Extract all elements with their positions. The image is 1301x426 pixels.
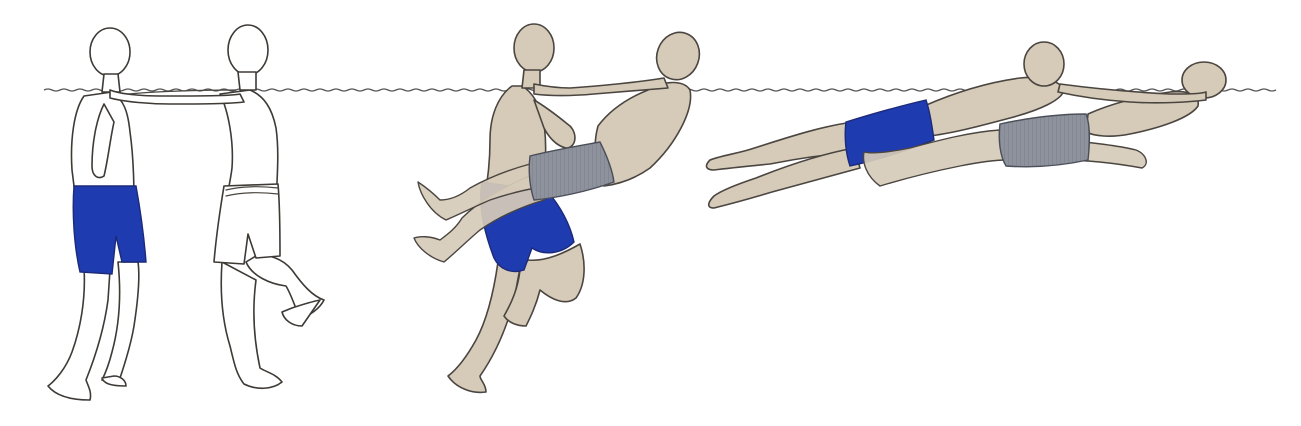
rescuer-figure-standing <box>47 27 237 401</box>
grey-swim-trunks <box>528 141 615 201</box>
grey-swim-trunks <box>998 113 1091 168</box>
victim-figure-floating <box>862 61 1227 187</box>
victim-figure-lifted <box>413 31 701 263</box>
panel-2-lift <box>413 23 701 394</box>
white-swim-trunks <box>213 183 281 265</box>
rescuer-figure-swimming <box>705 41 1065 209</box>
panel-1-standing <box>47 24 325 401</box>
blue-swim-trunks <box>72 185 147 275</box>
blue-swim-trunks <box>844 99 935 167</box>
victim-figure-standing <box>109 24 325 390</box>
panel-3-tow <box>705 41 1227 209</box>
